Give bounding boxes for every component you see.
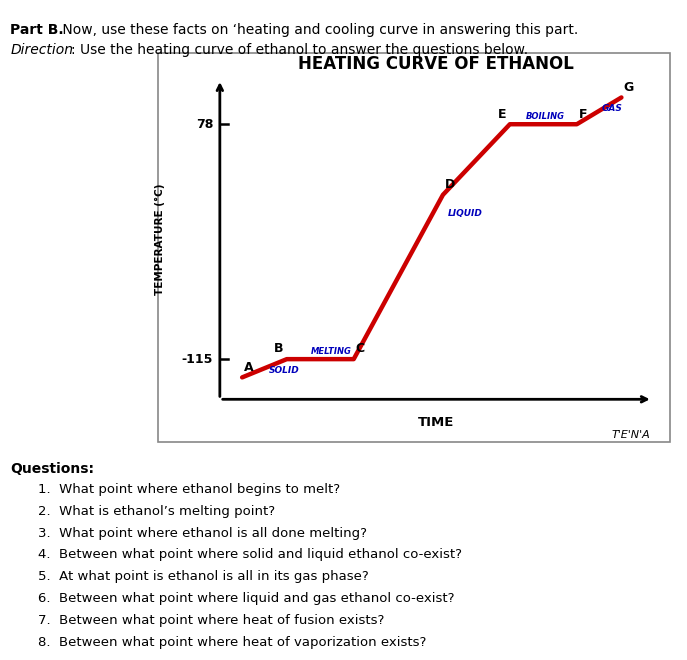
Text: TIME: TIME xyxy=(418,416,454,430)
Text: 6.  Between what point where liquid and gas ethanol co-exist?: 6. Between what point where liquid and g… xyxy=(38,592,454,605)
Text: 3.  What point where ethanol is all done melting?: 3. What point where ethanol is all done … xyxy=(38,527,367,540)
Text: HEATING CURVE OF ETHANOL: HEATING CURVE OF ETHANOL xyxy=(298,55,574,73)
Text: E: E xyxy=(497,108,506,121)
Text: : Use the heating curve of ethanol to answer the questions below.: : Use the heating curve of ethanol to an… xyxy=(71,43,528,57)
Text: G: G xyxy=(623,81,633,94)
Text: 78: 78 xyxy=(196,117,213,131)
Text: D: D xyxy=(444,178,455,191)
Text: 4.  Between what point where solid and liquid ethanol co-exist?: 4. Between what point where solid and li… xyxy=(38,548,462,562)
Text: GAS: GAS xyxy=(601,104,622,113)
Text: 2.  What is ethanol’s melting point?: 2. What is ethanol’s melting point? xyxy=(38,505,275,518)
Text: -115: -115 xyxy=(182,352,213,366)
Text: 7.  Between what point where heat of fusion exists?: 7. Between what point where heat of fusi… xyxy=(38,614,384,627)
Text: TEMPERATURE (°C): TEMPERATURE (°C) xyxy=(155,183,165,295)
Text: MELTING: MELTING xyxy=(311,347,352,356)
Text: 8.  Between what point where heat of vaporization exists?: 8. Between what point where heat of vapo… xyxy=(38,636,426,649)
Text: Now, use these facts on ‘heating and cooling curve in answering this part.: Now, use these facts on ‘heating and coo… xyxy=(58,23,578,37)
Text: F: F xyxy=(579,108,588,121)
Text: Direction: Direction xyxy=(10,43,74,57)
Text: B: B xyxy=(274,343,284,356)
Text: 5.  At what point is ethanol is all in its gas phase?: 5. At what point is ethanol is all in it… xyxy=(38,570,368,583)
Text: SOLID: SOLID xyxy=(269,366,300,374)
Text: A: A xyxy=(244,361,254,374)
Text: T'E'N'A: T'E'N'A xyxy=(611,430,651,440)
Text: 1.  What point where ethanol begins to melt?: 1. What point where ethanol begins to me… xyxy=(38,483,340,496)
Text: BOILING: BOILING xyxy=(526,112,565,121)
Text: Questions:: Questions: xyxy=(10,462,94,476)
Text: Part B.: Part B. xyxy=(10,23,64,37)
Text: LIQUID: LIQUID xyxy=(447,209,482,218)
Text: C: C xyxy=(356,343,365,356)
